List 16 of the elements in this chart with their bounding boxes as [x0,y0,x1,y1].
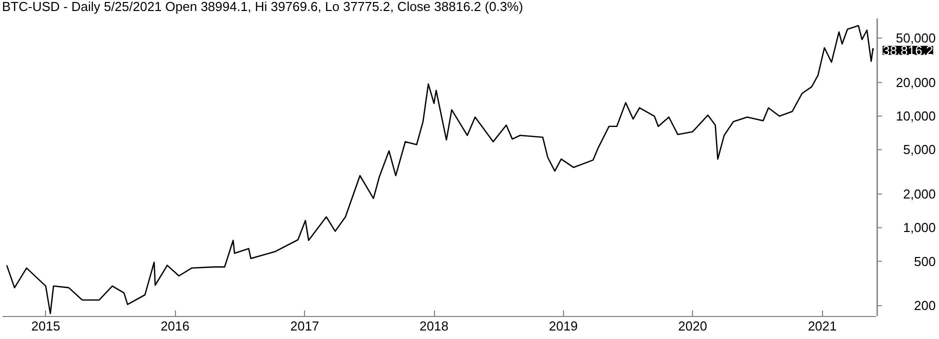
chart-title: BTC-USD - Daily 5/25/2021 Open 38994.1, Hi 39769.6, Lo 37775.2, Close 38816.2 (0.3%) [2,0,524,14]
x-tick-label: 2021 [808,318,837,334]
x-tick-label: 2015 [31,318,60,334]
x-tick-label: 2019 [548,318,578,334]
y-tick-label: 2,000 [903,186,936,202]
x-tick-label: 2016 [160,318,190,334]
y-tick-label: 10,000 [896,108,936,124]
y-tick-label: 5,000 [903,142,936,158]
x-tick-label: 2017 [290,318,320,334]
line-series [6,25,874,314]
y-tick-label: 1,000 [903,220,936,236]
y-tick-label: 20,000 [896,75,936,90]
y-tick-label: 200 [914,298,936,314]
x-tick-label: 2020 [678,318,708,334]
x-tick-label: 2018 [420,318,448,334]
y-tick-label: 500 [914,254,936,269]
